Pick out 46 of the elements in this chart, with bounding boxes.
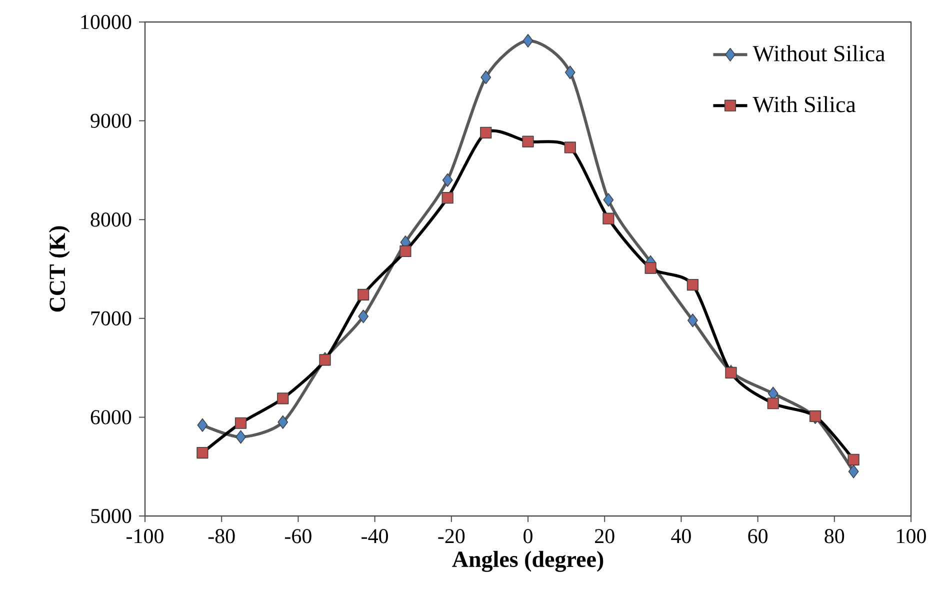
- x-tick-label: -60: [284, 529, 312, 544]
- point: [644, 262, 656, 274]
- point: [197, 418, 208, 432]
- x-tick-label: -40: [362, 529, 388, 544]
- y-axis-title: CCT (K): [48, 226, 70, 312]
- y-tick-label: 8000: [90, 212, 132, 227]
- point: [522, 136, 534, 148]
- legend-label: With Silica: [752, 96, 856, 112]
- legend-label: Without Silica: [752, 45, 886, 62]
- x-tick-label: -100: [126, 529, 164, 544]
- y-tick-label: 6000: [90, 410, 132, 424]
- point: [278, 415, 288, 429]
- point: [522, 34, 534, 48]
- x-tick-label: 100: [897, 529, 926, 544]
- y-tick-label: 5000: [91, 508, 132, 524]
- x-tick-label: 0: [524, 529, 532, 544]
- point: [358, 288, 370, 300]
- point: [603, 193, 614, 207]
- y-tick-label: 10000: [81, 14, 132, 30]
- point: [358, 310, 369, 324]
- x-tick-label: 80: [824, 529, 844, 544]
- point: [602, 212, 614, 224]
- point: [234, 417, 247, 429]
- point: [400, 245, 412, 258]
- point: [480, 70, 492, 84]
- point: [564, 66, 576, 80]
- point: [480, 126, 492, 138]
- x-tick-label: -80: [208, 529, 235, 544]
- x-axis-title: Angles (degree): [452, 550, 604, 572]
- x-tick-label: 60: [748, 529, 768, 544]
- point: [688, 314, 698, 328]
- point: [686, 279, 698, 291]
- point: [236, 430, 246, 444]
- y-tick-label: 7000: [91, 311, 132, 326]
- point: [442, 192, 454, 204]
- point: [848, 464, 859, 478]
- x-tick-label: 20: [595, 529, 614, 544]
- point: [277, 392, 289, 404]
- point: [564, 142, 576, 154]
- x-tick-label: 40: [671, 529, 691, 544]
- point: [196, 446, 208, 459]
- point: [442, 173, 453, 187]
- point: [767, 398, 779, 410]
- y-tick-label: 9000: [90, 114, 132, 128]
- x-tick-label: -20: [438, 529, 465, 544]
- point: [848, 454, 860, 466]
